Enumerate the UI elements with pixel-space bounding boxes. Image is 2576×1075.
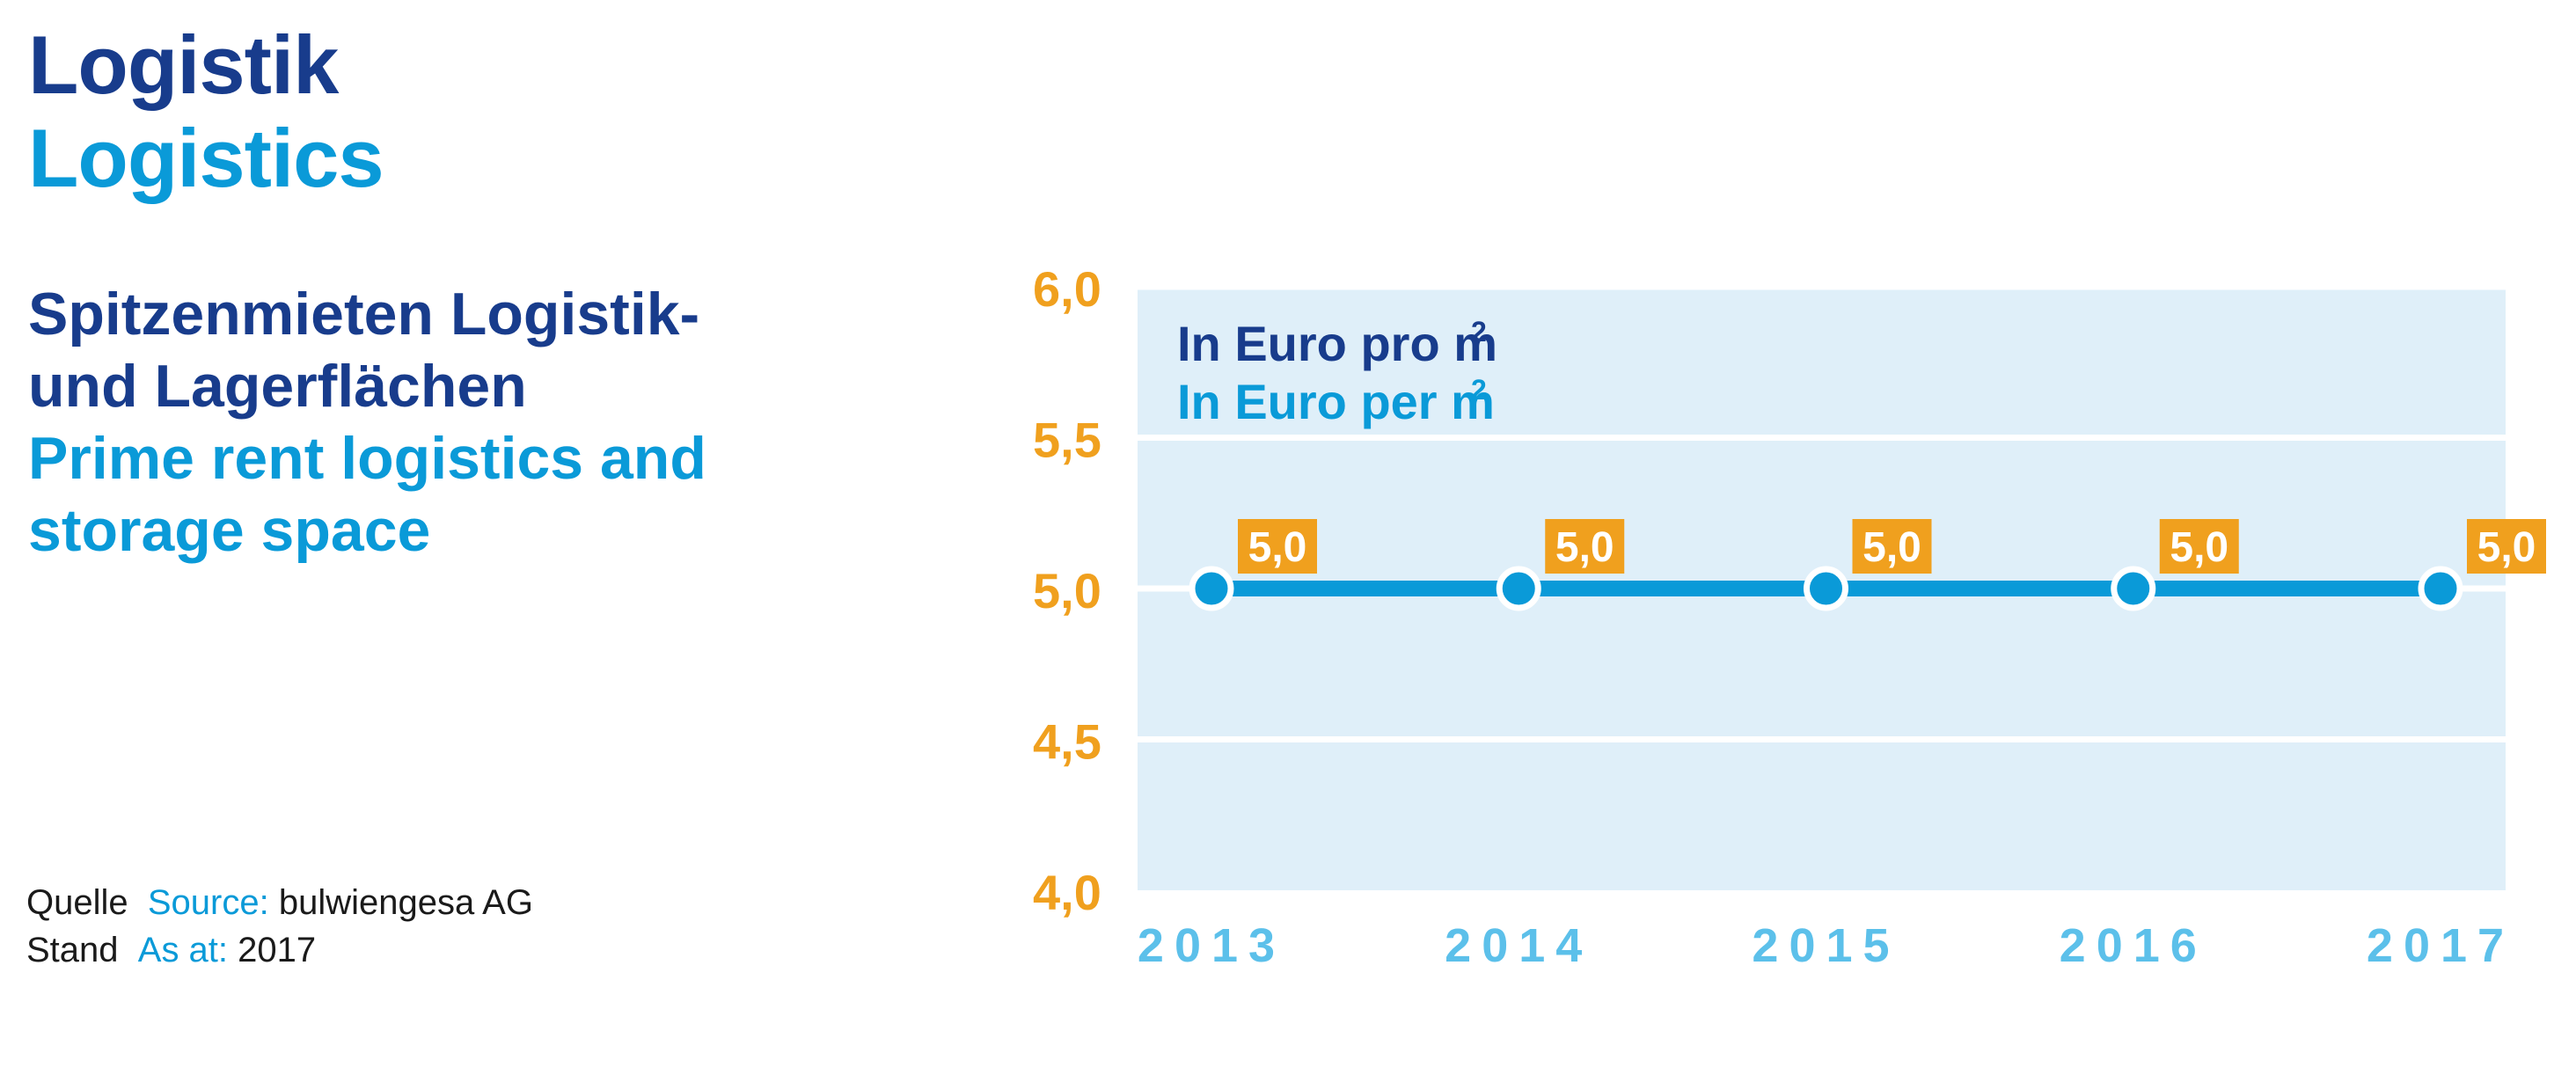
data-point	[2111, 566, 2156, 611]
axis-baseline	[1138, 893, 2506, 899]
x-tick-label: 2016	[2060, 919, 2207, 972]
y-tick-label: 6,0	[1033, 261, 1101, 317]
source-value: bulwiengesa AG	[278, 883, 533, 922]
y-tick-label: 4,0	[1033, 865, 1101, 920]
y-tick-label: 5,0	[1033, 563, 1101, 618]
x-tick-label: 2017	[2367, 919, 2514, 972]
data-label-box	[2159, 519, 2239, 574]
chart-subtitle-de-line1: Spitzenmieten Logistik-	[28, 281, 700, 347]
data-label: 5,0	[2477, 524, 2536, 571]
unit-superscript-en: 2	[1471, 374, 1487, 406]
x-tick-label: 2014	[1445, 919, 1592, 972]
unit-superscript-de: 2	[1471, 316, 1487, 347]
data-point	[1804, 566, 1848, 611]
x-tick-label: 2015	[1752, 919, 1899, 972]
chart-subtitle-en-line1: Prime rent logistics and	[28, 425, 706, 492]
data-point	[2418, 566, 2463, 611]
chart-subtitle-de-line2: und Lagerflächen	[28, 353, 527, 420]
data-label: 5,0	[2170, 524, 2228, 571]
unit-label-en: In Euro per m	[1177, 374, 1495, 429]
data-label: 5,0	[1555, 524, 1614, 571]
data-point	[1189, 566, 1234, 611]
data-label-box	[1545, 519, 1625, 574]
as-at-value: 2017	[238, 931, 317, 969]
data-label-box	[1852, 519, 1932, 574]
y-tick-label: 4,5	[1033, 714, 1101, 770]
data-label: 5,0	[1248, 524, 1307, 571]
x-tick-label: 2013	[1138, 919, 1285, 972]
data-label-box	[1238, 519, 1317, 574]
as-at-line: Stand As at: 2017	[26, 931, 316, 970]
unit-label-de: In Euro pro m	[1177, 316, 1497, 371]
as-at-label-en: As at:	[137, 931, 229, 969]
y-tick-label: 5,5	[1033, 413, 1101, 468]
chart-subtitle-en-line2: storage space	[28, 497, 431, 564]
source-line: Quelle Source: bulwiengesa AG	[26, 883, 533, 923]
source-label-de: Quelle	[26, 883, 128, 922]
page-title-de: Logistik	[28, 18, 339, 111]
source-label-en: Source:	[147, 883, 269, 922]
page-title-en: Logistics	[28, 112, 384, 204]
as-at-label-de: Stand	[26, 931, 119, 969]
data-label: 5,0	[1862, 524, 1921, 571]
data-label-box	[2467, 519, 2546, 574]
data-point	[1496, 566, 1541, 611]
